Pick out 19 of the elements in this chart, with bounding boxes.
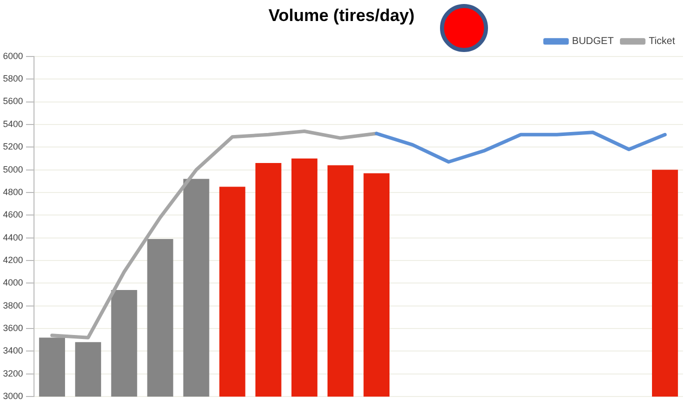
y-tick-label: 3800	[2, 300, 24, 310]
y-tick-label: 3000	[2, 391, 24, 402]
y-tick-label: 5200	[2, 142, 24, 152]
y-tick-label: 3400	[2, 346, 24, 356]
y-tick-label: 3600	[2, 323, 24, 334]
legend-label: BUDGET	[572, 36, 614, 48]
y-tick-label: 4000	[2, 278, 24, 288]
y-tick-label: 6000	[2, 50, 24, 61]
y-tick-label: 4800	[2, 186, 24, 197]
y-tick-label: 4200	[2, 255, 24, 266]
y-tick-label: 5600	[2, 96, 24, 106]
y-tick-label: 4400	[2, 232, 24, 242]
y-tick-label: 3200	[2, 368, 24, 378]
chart-title: Volume (tires/day)	[268, 6, 415, 25]
y-tick-label: 5800	[2, 74, 24, 84]
y-tick-label: 5400	[2, 118, 24, 129]
y-tick-label: 5000	[2, 164, 24, 174]
legend-label: Ticket	[648, 36, 676, 48]
y-tick-label: 4600	[2, 210, 24, 220]
